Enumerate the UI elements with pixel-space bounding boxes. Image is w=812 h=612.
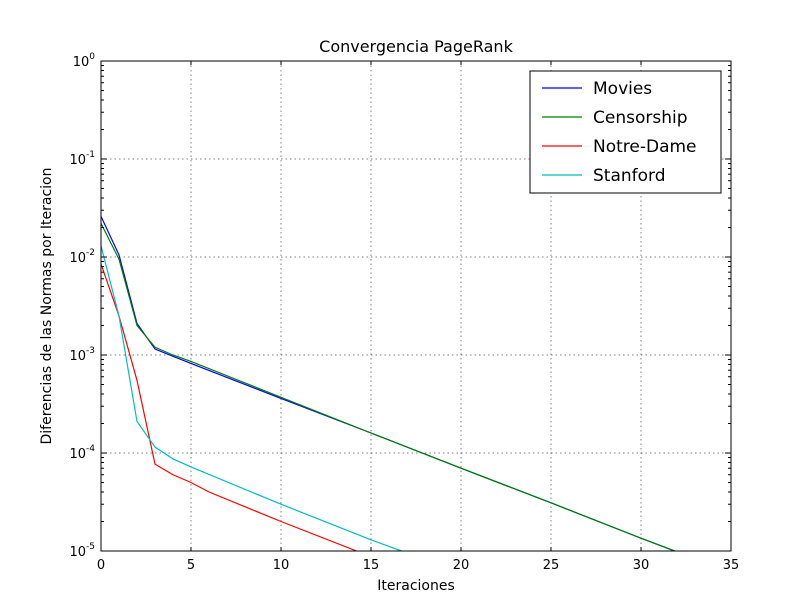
x-tick-label: 20: [453, 558, 470, 573]
legend-label-movies: Movies: [593, 79, 652, 99]
y-tick-exponent: -4: [86, 444, 95, 454]
series-line-stanford: [101, 245, 402, 551]
y-tick-exponent: -3: [86, 346, 95, 356]
x-tick-label: 10: [273, 558, 290, 573]
legend-label-censorship: Censorship: [593, 108, 688, 128]
x-tick-label: 15: [363, 558, 380, 573]
x-tick-label: 35: [723, 558, 740, 573]
plot-frame: [100, 60, 732, 552]
series-line-notre-dame: [101, 263, 357, 551]
y-axis-label: Diferencias de las Normas por Iteracion: [39, 168, 55, 445]
legend: Movies Censorship Notre-Dame Stanford: [529, 70, 722, 194]
y-tick-label: 10-5: [69, 542, 95, 560]
y-tick-exponent: -2: [86, 248, 95, 258]
legend-box: [529, 70, 722, 194]
legend-label-notre-dame: Notre-Dame: [593, 137, 697, 157]
y-tick-base: 10: [73, 55, 90, 70]
x-tick-label: 5: [187, 558, 195, 573]
x-tick-label: 25: [543, 558, 560, 573]
y-tick-label: 10-3: [69, 346, 95, 364]
y-tick-label: 10-2: [69, 248, 95, 266]
series-line-censorship: [101, 223, 677, 551]
y-tick-base: 10: [69, 153, 86, 168]
y-tick-exponent: -5: [86, 542, 95, 552]
y-tick-label: 100: [73, 52, 96, 70]
y-tick-exponent: 0: [89, 52, 95, 62]
y-tick-base: 10: [69, 545, 86, 560]
y-tick-base: 10: [69, 349, 86, 364]
plot-area: [101, 216, 677, 551]
chart-title: Convergencia PageRank: [319, 37, 513, 56]
legend-label-stanford: Stanford: [593, 166, 666, 186]
x-tick-label: 30: [633, 558, 650, 573]
y-tick-base: 10: [69, 251, 86, 266]
y-tick-label: 10-4: [69, 444, 95, 462]
x-tick-label: 0: [97, 558, 105, 573]
y-tick-base: 10: [69, 447, 86, 462]
x-axis-label: Iteraciones: [377, 578, 455, 594]
y-tick-exponent: -1: [86, 150, 95, 160]
y-tick-label: 10-1: [69, 150, 95, 168]
